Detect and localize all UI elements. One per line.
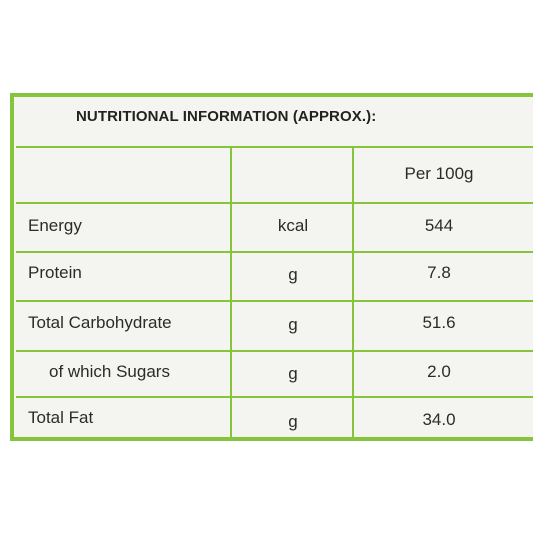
row-divider bbox=[16, 300, 533, 302]
nutrition-title: NUTRITIONAL INFORMATION (APPROX.): bbox=[76, 108, 377, 125]
row-value-carbohydrate: 51.6 bbox=[422, 313, 456, 332]
header-per-100g: Per 100g bbox=[404, 164, 474, 183]
row-divider bbox=[16, 202, 533, 204]
row-unit-fat: g bbox=[288, 412, 298, 431]
row-unit-carbohydrate: g bbox=[288, 315, 298, 334]
row-value-protein: 7.8 bbox=[427, 263, 451, 282]
row-divider bbox=[16, 146, 533, 148]
row-label-sugars: of which Sugars bbox=[49, 362, 170, 381]
row-unit-sugars: g bbox=[288, 364, 298, 383]
row-unit-protein: g bbox=[288, 265, 298, 284]
nutrition-table: Per 100g Energy kcal 544 Protein g 7.8 T… bbox=[16, 146, 533, 441]
row-divider bbox=[16, 350, 533, 352]
row-value-sugars: 2.0 bbox=[427, 362, 451, 381]
row-divider bbox=[16, 251, 533, 253]
column-divider bbox=[352, 146, 354, 441]
row-label-energy: Energy bbox=[28, 216, 82, 235]
row-label-carbohydrate: Total Carbohydrate bbox=[28, 313, 172, 332]
nutrition-panel: NUTRITIONAL INFORMATION (APPROX.): Per 1… bbox=[10, 93, 533, 441]
row-unit-energy: kcal bbox=[277, 216, 309, 235]
row-label-protein: Protein bbox=[28, 263, 82, 282]
row-value-fat: 34.0 bbox=[422, 410, 456, 429]
row-label-fat: Total Fat bbox=[28, 408, 94, 427]
column-divider bbox=[230, 146, 232, 441]
row-divider bbox=[16, 396, 533, 398]
row-value-energy: 544 bbox=[424, 216, 454, 235]
